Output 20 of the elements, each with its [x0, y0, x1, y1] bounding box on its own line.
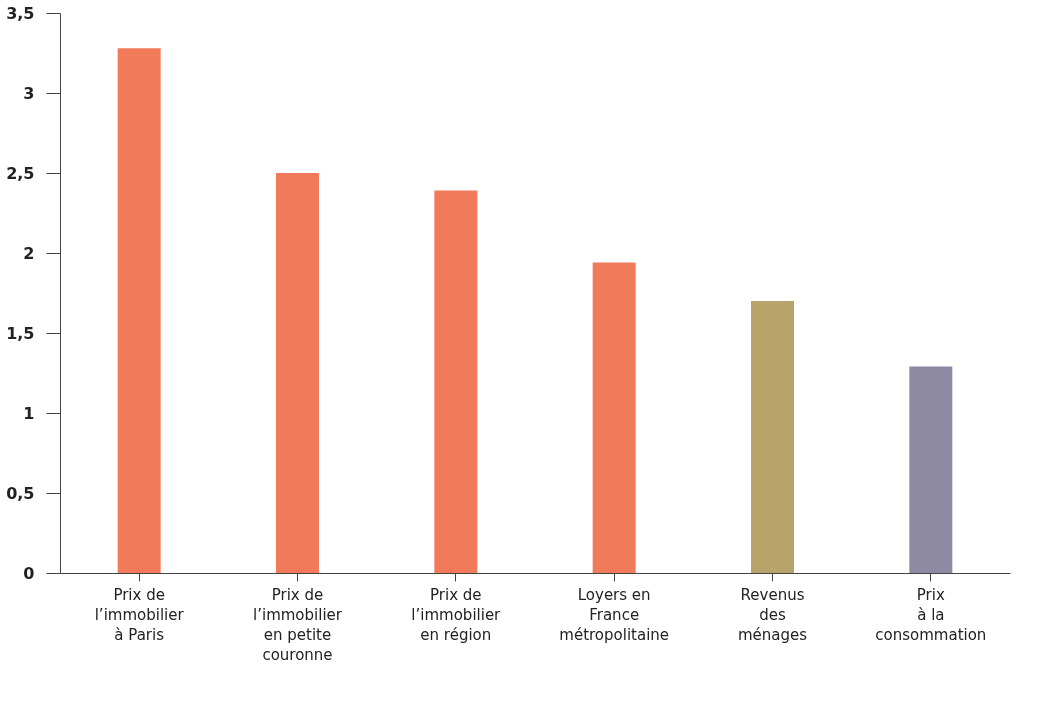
- y-tick-label: 2: [23, 243, 35, 263]
- y-tick-label: 2,5: [6, 163, 35, 183]
- y-tick-label: 1: [23, 403, 35, 423]
- y-tick-label: 0,5: [6, 483, 35, 503]
- bar: [909, 366, 953, 573]
- bar: [434, 190, 478, 573]
- x-tick-label: Loyers en France métropolitaine: [559, 585, 670, 644]
- y-tick-label: 0: [23, 563, 35, 583]
- x-tick-label: Prix de l’immobilier en région: [411, 585, 502, 644]
- x-tick-label: Prix à la consommation: [875, 585, 987, 644]
- bar: [276, 173, 319, 573]
- y-tick-label: 3,5: [6, 3, 35, 23]
- x-tick-label: Revenus des ménages: [737, 585, 808, 644]
- x-tick-label: Prix de l’immobilier à Paris: [94, 585, 185, 644]
- y-tick-label: 1,5: [6, 323, 35, 343]
- bar: [592, 262, 636, 573]
- bar: [751, 301, 794, 573]
- bar: [117, 48, 161, 573]
- x-tick-label: Prix de l’immobilier en petite couronne: [253, 585, 343, 664]
- y-tick-label: 3: [23, 83, 35, 103]
